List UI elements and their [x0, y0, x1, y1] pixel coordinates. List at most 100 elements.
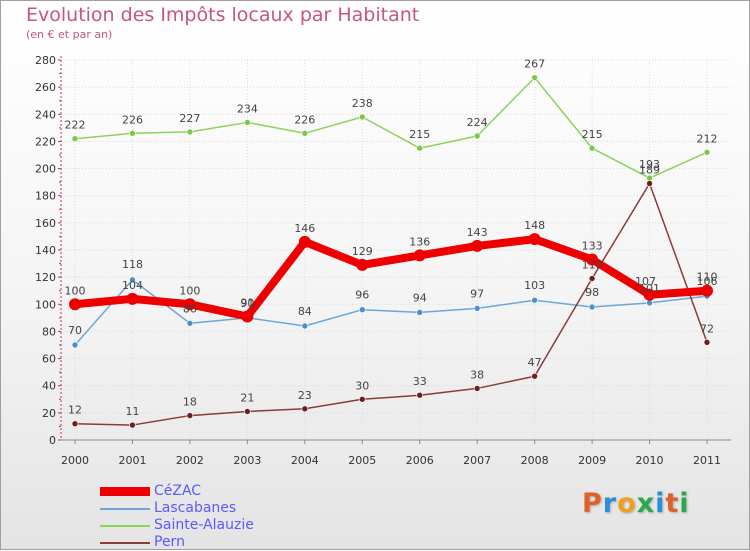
logo-letter: r: [602, 488, 618, 519]
data-point-sainte-alauzie: [358, 113, 366, 121]
data-label-sainte-alauzie: 227: [179, 112, 200, 125]
data-label-sainte-alauzie: 212: [697, 132, 718, 145]
data-label-lascabanes: 90: [240, 297, 254, 310]
y-tick-label: 200: [35, 163, 56, 176]
data-label-layer: 222 226 227 234 226 238 215 224 267 215 193 212 70 11…: [65, 58, 718, 418]
data-label-lascabanes: 70: [68, 324, 82, 337]
data-label-lascabanes: 118: [122, 258, 143, 271]
data-point-sainte-alauzie: [416, 144, 424, 152]
data-label-lascabanes: 98: [585, 286, 599, 299]
data-point-sainte-alauzie: [244, 119, 251, 126]
y-tick-label: 100: [35, 298, 56, 311]
data-label-lascabanes: 106: [697, 275, 718, 288]
data-label-lascabanes: 96: [355, 289, 369, 302]
data-label-pern: 119: [582, 259, 603, 272]
data-label-c-zac: 104: [122, 279, 143, 292]
y-tick-label: 240: [35, 108, 56, 121]
data-label-pern: 18: [183, 396, 197, 409]
data-label-lascabanes: 101: [639, 282, 660, 295]
data-label-c-zac: 91: [240, 297, 254, 310]
logo-letter: t: [665, 488, 680, 519]
data-point-pern: [416, 391, 424, 399]
data-point-pern: [186, 412, 194, 419]
data-point-sainte-alauzie: [186, 128, 194, 136]
data-label-c-zac: 100: [65, 284, 86, 297]
legend-swatch: [100, 508, 150, 510]
data-point-pern: [244, 408, 251, 415]
x-tick-label: 2000: [61, 454, 89, 467]
data-point-pern: [531, 372, 538, 380]
data-point-lascabanes: [588, 303, 596, 311]
x-tick-label: 2001: [118, 454, 146, 467]
axis-layer: 0 20 40 60 80 100 120 140 160 180 200 220 240 260 280 2…: [35, 54, 731, 467]
data-label-pern: 189: [639, 164, 660, 177]
data-point-c-zac: [643, 288, 656, 301]
proxiti-logo: Proxiti: [582, 488, 690, 519]
data-point-pern: [588, 275, 596, 282]
data-label-lascabanes: 94: [413, 291, 427, 304]
x-tick-label: 2006: [406, 454, 434, 467]
x-tick-label: 2002: [176, 454, 204, 467]
data-point-lascabanes: [358, 306, 366, 314]
data-point-c-zac: [69, 298, 81, 311]
logo-letter: P: [582, 488, 603, 519]
data-label-sainte-alauzie: 238: [352, 97, 373, 110]
legend-label: Sainte-Alauzie: [154, 517, 254, 533]
data-label-c-zac: 143: [467, 226, 488, 239]
data-label-sainte-alauzie: 226: [294, 113, 315, 126]
data-label-pern: 30: [355, 379, 369, 392]
data-label-sainte-alauzie: 267: [524, 58, 545, 71]
x-tick-label: 2003: [233, 454, 261, 467]
y-tick-label: 280: [35, 54, 56, 67]
data-label-c-zac: 107: [635, 275, 656, 288]
logo-letter: o: [617, 488, 637, 519]
y-tick-label: 180: [35, 190, 56, 203]
y-tick-label: 40: [42, 380, 56, 393]
y-tick-label: 80: [42, 325, 56, 338]
data-point-pern: [301, 405, 309, 413]
y-tick-label: 120: [35, 271, 56, 284]
data-label-c-zac: 110: [697, 271, 718, 284]
data-point-sainte-alauzie: [588, 144, 596, 152]
y-tick-label: 20: [42, 407, 56, 420]
data-label-sainte-alauzie: 222: [65, 119, 86, 132]
legend-label: Pern: [154, 534, 185, 550]
legend-swatch: [100, 525, 150, 527]
data-label-pern: 23: [298, 389, 312, 402]
data-point-c-zac: [183, 298, 196, 311]
y-tick-label: 140: [35, 244, 56, 257]
data-point-c-zac: [241, 310, 254, 323]
chart-subtitle: (en € et par an): [26, 28, 113, 41]
data-label-pern: 72: [700, 322, 714, 335]
data-point-sainte-alauzie: [71, 135, 79, 143]
data-label-c-zac: 133: [582, 240, 603, 253]
data-label-pern: 38: [470, 368, 484, 381]
data-label-pern: 12: [68, 404, 82, 417]
y-tick-label: 260: [35, 81, 56, 94]
data-point-c-zac: [298, 235, 311, 248]
data-label-lascabanes: 97: [470, 287, 484, 300]
data-point-lascabanes: [473, 305, 481, 312]
legend-label: CéZAC: [154, 483, 202, 499]
data-label-sainte-alauzie: 224: [467, 116, 488, 129]
data-point-pern: [703, 338, 711, 346]
line-chart: 0 20 40 60 80 100 120 140 160 180 200 220 240 260 280 2…: [35, 54, 731, 467]
data-point-pern: [129, 421, 136, 429]
data-label-sainte-alauzie: 226: [122, 113, 143, 126]
data-point-sainte-alauzie: [129, 129, 136, 137]
legend-swatch: [100, 487, 150, 496]
data-label-pern: 21: [240, 392, 254, 405]
data-label-lascabanes: 103: [524, 279, 545, 292]
data-point-lascabanes: [186, 319, 194, 327]
data-label-c-zac: 100: [179, 284, 200, 297]
data-point-c-zac: [126, 292, 139, 305]
x-tick-label: 2004: [291, 454, 319, 467]
data-point-sainte-alauzie: [473, 132, 481, 140]
data-label-sainte-alauzie: 234: [237, 102, 258, 115]
x-tick-label: 2009: [578, 454, 606, 467]
y-tick-label: 0: [49, 434, 56, 447]
data-point-lascabanes: [416, 309, 424, 316]
x-tick-label: 2008: [521, 454, 549, 467]
logo-letter: i: [655, 488, 666, 519]
